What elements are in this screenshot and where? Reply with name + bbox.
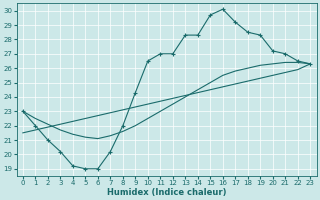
X-axis label: Humidex (Indice chaleur): Humidex (Indice chaleur) <box>107 188 226 197</box>
